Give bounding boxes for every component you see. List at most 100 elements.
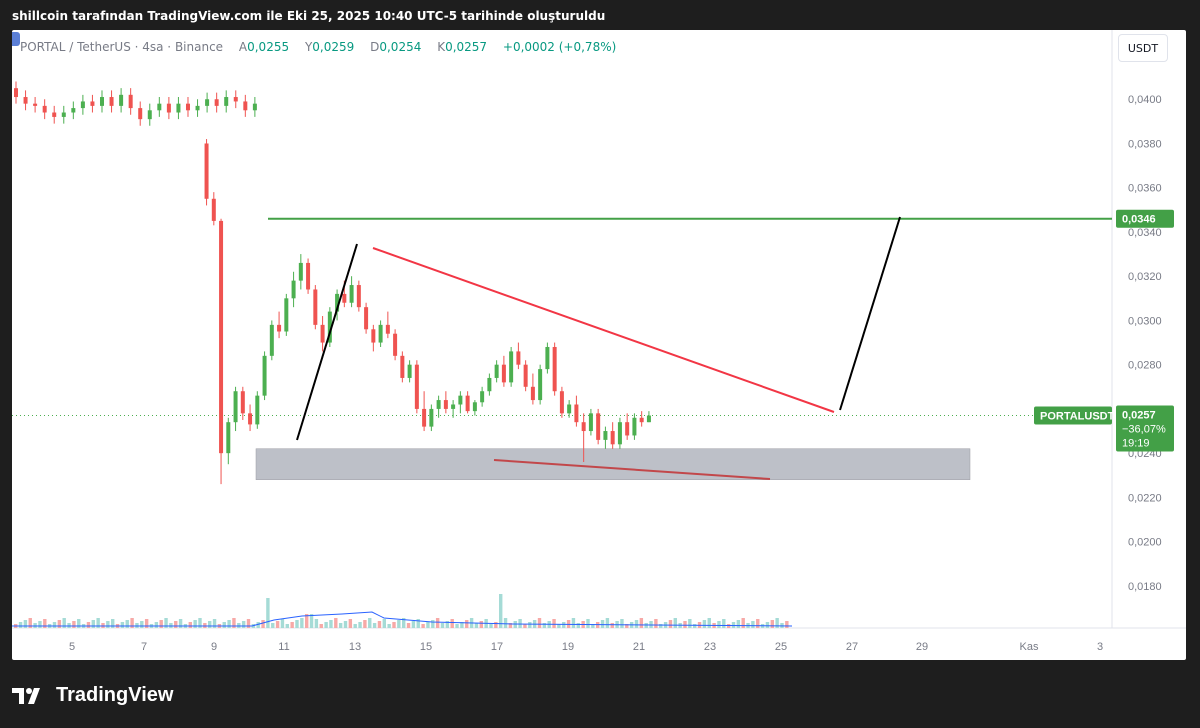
candle-body	[364, 307, 369, 330]
candle-body	[443, 400, 448, 409]
volume-group	[14, 594, 789, 628]
volume-bar	[329, 620, 333, 628]
price-chart[interactable]: 0,01800,02000,02200,02400,02600,02800,03…	[12, 30, 1186, 660]
candle-body	[414, 364, 419, 409]
volume-bar	[474, 623, 479, 628]
candle-body	[458, 395, 463, 405]
volume-bar	[387, 624, 391, 628]
volume-bar	[702, 620, 707, 628]
volume-bar	[353, 624, 357, 628]
volume-bar	[693, 624, 697, 628]
candle-body	[284, 298, 289, 332]
volume-bar	[382, 619, 386, 628]
candle-body	[530, 386, 535, 401]
volume-bar	[77, 619, 81, 628]
volume-bar	[644, 623, 648, 628]
volume-bar	[751, 621, 755, 628]
volume-bar	[756, 619, 760, 628]
volume-bar	[57, 620, 62, 628]
volume-bar	[227, 620, 231, 628]
volume-bar	[489, 624, 493, 628]
candle-body	[393, 333, 398, 356]
volume-bar	[43, 619, 47, 628]
volume-bar	[435, 618, 440, 628]
volume-bar	[440, 623, 445, 628]
volume-bar	[188, 622, 192, 628]
candle-body	[335, 293, 340, 312]
candle-body	[42, 105, 47, 113]
candle-body	[480, 391, 485, 403]
volume-bar	[72, 621, 76, 628]
volume-bar	[120, 622, 125, 628]
candles-group	[14, 81, 651, 485]
candle-body	[291, 280, 296, 299]
volume-bar	[731, 622, 736, 628]
volume-bar	[324, 622, 328, 628]
volume-bar	[334, 618, 338, 628]
candle-body	[538, 369, 543, 401]
volume-bar	[552, 619, 556, 628]
projection-leg-line	[839, 216, 901, 411]
currency-selector-button[interactable]: USDT	[1118, 34, 1168, 62]
candle-body	[119, 94, 124, 106]
volume-bar	[406, 623, 411, 628]
chart-panel[interactable]: 0,01800,02000,02200,02400,02600,02800,03…	[12, 30, 1186, 660]
volume-bar	[775, 618, 779, 628]
volume-bar	[770, 620, 774, 628]
candle-body	[80, 101, 85, 109]
candle-body	[588, 413, 593, 432]
candle-body	[378, 324, 383, 343]
candle-body	[233, 97, 238, 102]
x-tick-label: 7	[141, 641, 147, 653]
candle-body	[185, 103, 190, 111]
x-tick-label: 19	[562, 641, 574, 653]
volume-bar	[557, 624, 561, 628]
volume-bar	[377, 621, 382, 628]
volume-bar	[208, 621, 212, 628]
volume-bar	[668, 620, 673, 628]
candle-body	[23, 97, 28, 104]
candle-body	[617, 422, 622, 445]
x-tick-label: 3	[1097, 641, 1103, 653]
candle-body	[211, 198, 216, 221]
last-price-label: 0,0257	[1122, 410, 1156, 422]
candle-body	[298, 262, 303, 281]
volume-bar	[562, 622, 566, 628]
candle-body	[407, 364, 412, 378]
candle-body	[400, 355, 405, 378]
volume-bar	[392, 622, 396, 628]
volume-bar	[52, 622, 57, 628]
volume-bar	[372, 623, 377, 628]
volume-bar	[280, 619, 285, 628]
volume-bar	[397, 620, 401, 628]
countdown-label: 19:19	[1122, 438, 1150, 450]
volume-bar	[605, 618, 610, 628]
x-tick-label: 15	[420, 641, 432, 653]
volume-bar	[290, 622, 294, 628]
volume-bar	[499, 594, 503, 628]
volume-bar	[736, 620, 741, 628]
symbol-info[interactable]: PORTAL / TetherUS · 4sa · Binance	[20, 40, 224, 54]
candle-body	[71, 108, 76, 113]
candle-body	[204, 143, 209, 199]
candle-body	[501, 364, 506, 383]
candle-body	[255, 395, 260, 425]
volume-bar	[38, 621, 42, 628]
candle-body	[559, 391, 564, 414]
volume-bar	[494, 622, 498, 628]
volume-bar	[600, 620, 605, 628]
volume-bar	[402, 618, 406, 628]
y-tick-label: 0,0180	[1128, 581, 1162, 593]
volume-bar	[717, 621, 721, 628]
y-tick-label: 0,0320	[1128, 271, 1162, 283]
volume-bar	[537, 618, 542, 628]
x-tick-label: Kas	[1020, 641, 1039, 653]
resistance-price-label: 0,0346	[1122, 214, 1156, 226]
candle-body	[356, 285, 361, 308]
y-tick-label: 0,0340	[1128, 227, 1162, 239]
candle-body	[385, 324, 390, 334]
volume-bar	[363, 620, 367, 628]
candle-body	[262, 355, 267, 396]
volume-bar	[688, 619, 692, 628]
candle-body	[639, 417, 644, 423]
